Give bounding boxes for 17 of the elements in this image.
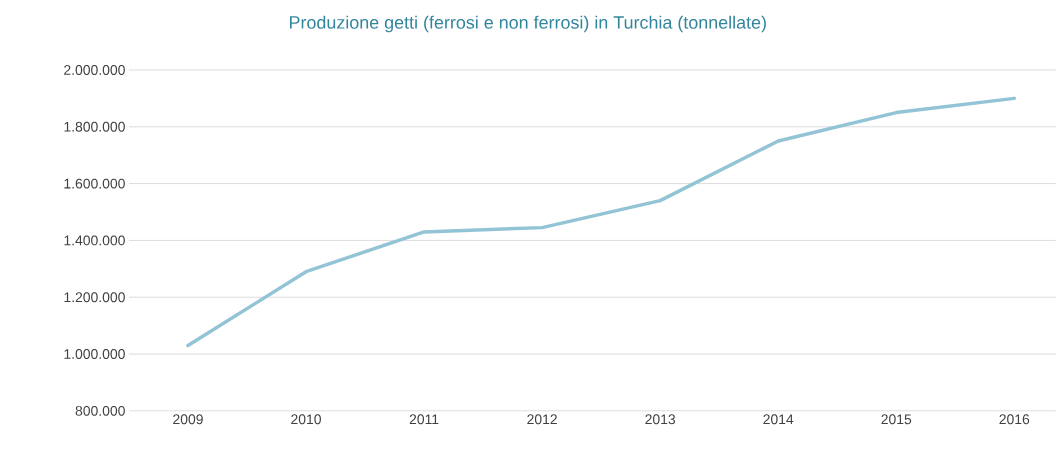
y-tick-label: 1.400.000 [64,235,125,246]
x-tick-label: 2010 [291,414,321,425]
y-tick-label: 1.000.000 [64,349,125,360]
line-series [186,96,1017,348]
y-tick-label: 1.200.000 [64,292,125,303]
y-tick-label: 1.800.000 [64,121,125,132]
x-tick-label: 2009 [173,414,203,425]
x-tick-label: 2015 [881,414,912,425]
x-tick-label: 2013 [645,414,676,425]
x-tick-label: 2011 [409,414,439,425]
chart-title: Produzione getti (ferrosi e non ferrosi) in Turchia (tonnellate) [289,15,766,33]
y-tick-label: 800.000 [75,405,125,416]
x-tick-label: 2012 [527,414,557,425]
x-tick-label: 2016 [999,414,1030,425]
y-tick-label: 1.600.000 [64,178,125,189]
x-tick-label: 2014 [763,414,794,425]
y-tick-label: 2.000.000 [64,65,125,75]
